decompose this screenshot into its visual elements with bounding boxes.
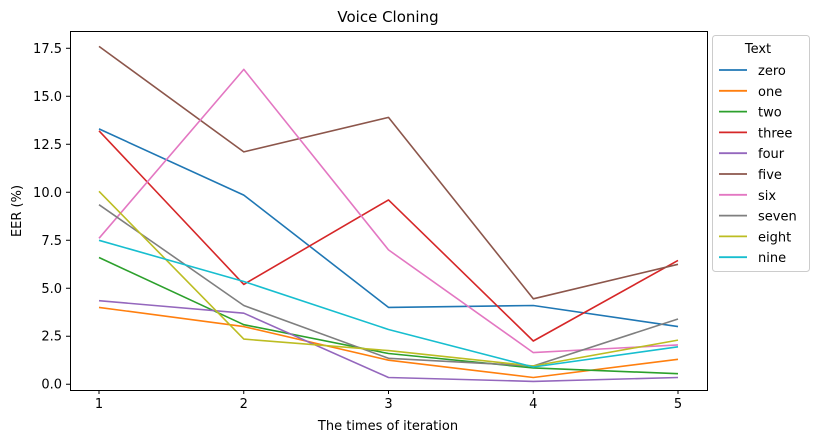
legend-label-nine: nine [758,251,786,266]
legend-label-eight: eight [758,230,791,245]
legend: Text zero one two three four five six seven eigh… [712,35,810,272]
series-line-four [98,299,679,383]
x-tick-label: 2 [240,397,248,412]
x-axis: 1 2 3 4 5 [95,390,682,412]
y-tick-label: 7.5 [41,234,62,249]
legend-label-seven: seven [758,210,797,225]
legend-label-two: two [758,106,782,121]
series-line-three [98,130,679,342]
y-tick-label: 17.5 [33,42,62,57]
legend-label-six: six [758,189,776,204]
legend-title: Text [744,42,771,57]
chart-title: Voice Cloning [337,8,438,26]
y-tick-label: 5.0 [41,282,62,297]
series-line-five [98,45,679,300]
series-line-zero [98,128,679,328]
plot-area [70,31,708,391]
x-axis-label: The times of iteration [317,419,458,434]
y-tick-label: 2.5 [41,330,62,345]
legend-label-five: five [758,168,782,183]
series-layer [98,45,679,383]
legend-label-one: one [758,85,782,100]
legend-label-zero: zero [758,64,786,79]
y-axis-label: EER (%) [10,185,25,237]
legend-label-three: three [758,126,792,141]
x-tick-label: 1 [95,397,103,412]
x-tick-label: 3 [384,397,392,412]
y-tick-label: 12.5 [33,138,62,153]
x-tick-label: 5 [674,397,682,412]
y-tick-label: 0.0 [41,378,62,393]
y-axis: 0.0 2.5 5.0 7.5 10.0 12.5 15.0 17.5 [33,42,70,393]
y-tick-label: 15.0 [33,90,62,105]
y-tick-label: 10.0 [33,186,62,201]
legend-frame [712,35,810,272]
series-line-eight [98,190,679,367]
series-line-nine [98,239,679,368]
series-line-two [98,256,679,375]
x-tick-label: 4 [529,397,537,412]
legend-label-four: four [758,147,785,162]
series-line-seven [98,204,679,367]
legend-items: zero one two three four five six seven eight nine [719,64,797,266]
series-line-one [98,306,679,379]
